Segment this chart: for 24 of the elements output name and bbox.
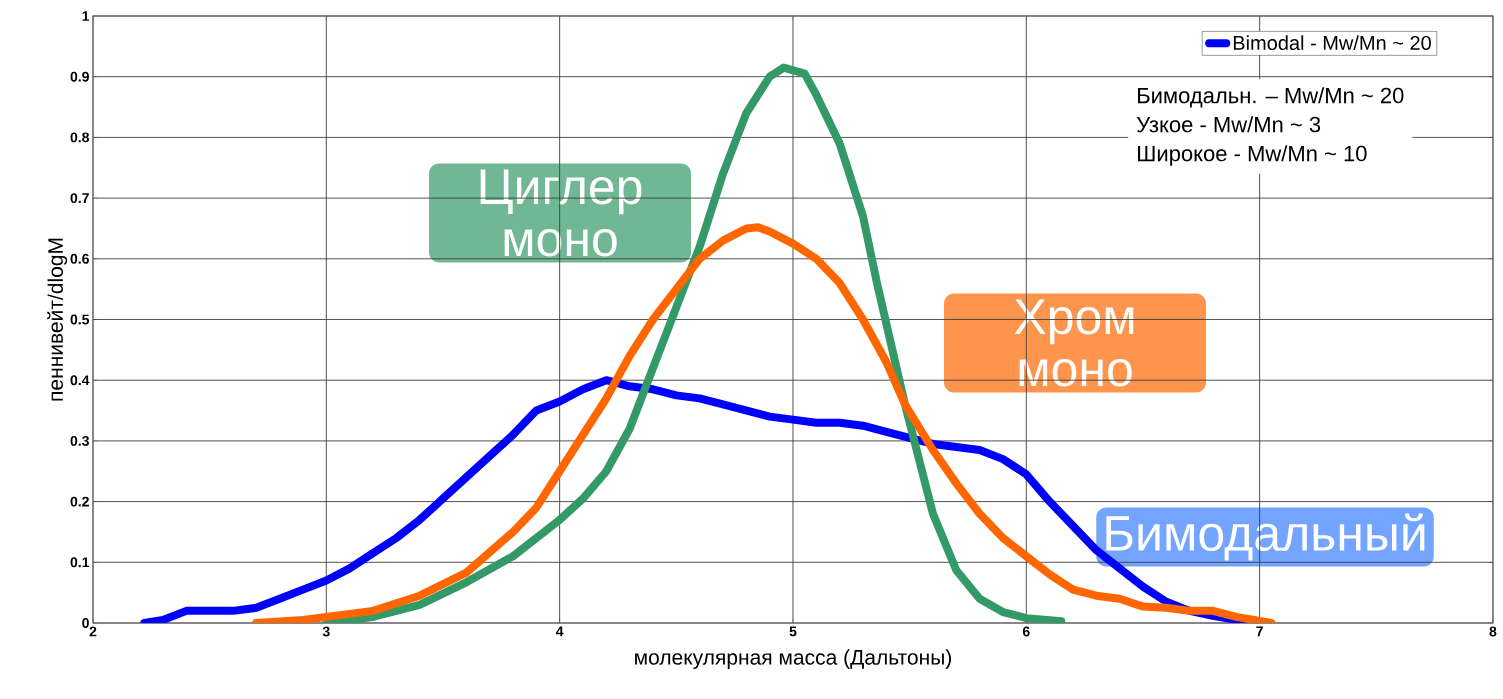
- x-tick-label: 8: [1489, 626, 1497, 637]
- annotation: Узкое - Mw/Mn ~ 3: [1136, 116, 1321, 133]
- annotation: Бимодальн. – Mw/Mn ~ 20: [1138, 87, 1404, 108]
- y-tick-label: 0.6: [70, 253, 89, 264]
- y-axis-title: пеннивейт/dlogM: [47, 238, 68, 401]
- y-tick-label: 1: [82, 11, 90, 21]
- y-tick-label: 0.4: [70, 375, 90, 386]
- x-tick-label: 2: [89, 626, 97, 637]
- y-tick-label: 0.9: [70, 71, 89, 82]
- y-tick-label: 0.5: [70, 314, 90, 325]
- x-tick-label: 5: [789, 626, 797, 637]
- y-tick-label: 0.8: [70, 132, 90, 143]
- legend-label: Bimodal - Mw/Mn ~ 20: [1233, 35, 1431, 51]
- y-tick-label: 0: [82, 618, 89, 628]
- y-tick-label: 0.2: [70, 496, 89, 507]
- x-tick-label: 6: [1022, 626, 1030, 637]
- y-tick-label: 0.3: [70, 435, 89, 446]
- x-tick-label: 4: [555, 626, 564, 637]
- y-tick-label: 0.7: [70, 193, 89, 204]
- x-axis-title: молекулярная масса (Дальтоны): [635, 649, 951, 669]
- x-tick-label: 7: [1256, 626, 1263, 637]
- annotation: Широкое - Mw/Mn ~ 10: [1138, 145, 1367, 166]
- y-tick-label: 0.1: [70, 557, 90, 568]
- x-tick-label: 3: [322, 626, 330, 637]
